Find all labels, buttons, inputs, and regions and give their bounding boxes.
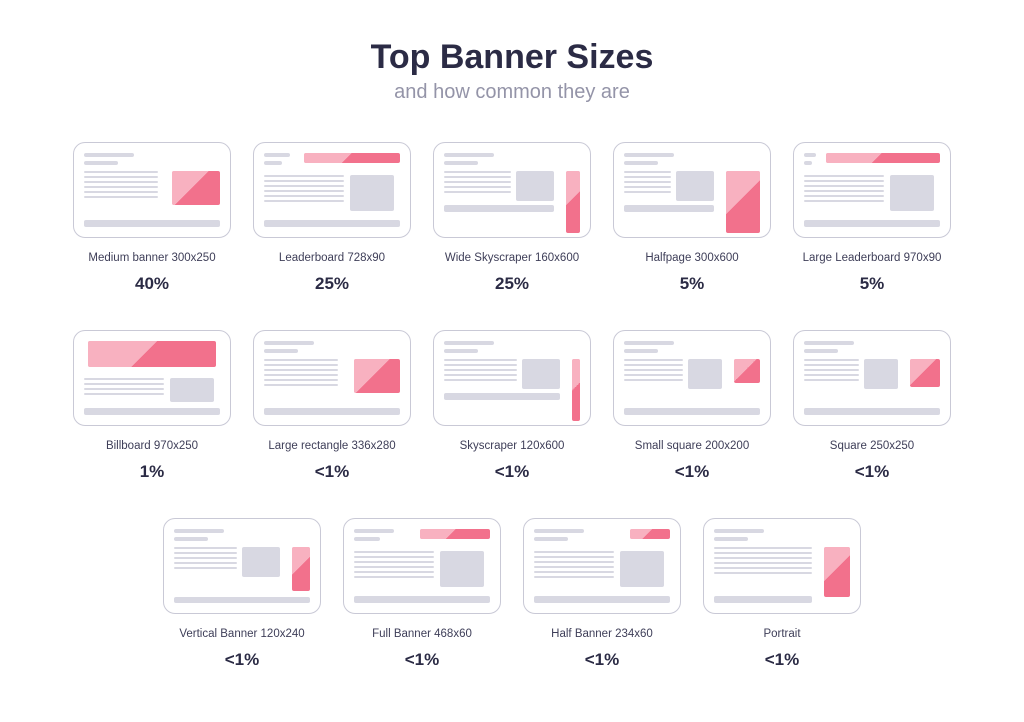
banner-preview [433,142,591,238]
banner-label: Halfpage 300x600 [645,252,738,264]
banner-shape [726,171,760,233]
banner-card: Leaderboard 728x90 25% [253,142,411,294]
banner-preview [613,142,771,238]
banner-label: Skyscraper 120x600 [460,440,565,452]
banner-preview [343,518,501,614]
banner-card: Large Leaderboard 970x90 5% [793,142,951,294]
banner-label: Wide Skyscraper 160x600 [445,252,579,264]
banner-percentage: 5% [860,274,885,294]
banner-preview [793,142,951,238]
banner-percentage: 40% [135,274,169,294]
banner-preview [703,518,861,614]
banner-card: Small square 200x200 <1% [613,330,771,482]
banner-shape [566,171,580,233]
banner-shape [824,547,850,597]
banner-shape [354,359,400,393]
banner-shape [630,529,670,539]
banner-label: Half Banner 234x60 [551,628,653,640]
infographic-container: Top Banner Sizes and how common they are… [0,0,1024,690]
banner-percentage: <1% [405,650,440,670]
banner-card: Skyscraper 120x600 <1% [433,330,591,482]
banner-card: Portrait <1% [703,518,861,670]
banner-percentage: 1% [140,462,165,482]
banner-percentage: <1% [585,650,620,670]
banner-shape [910,359,940,387]
banner-preview [523,518,681,614]
banner-label: Large Leaderboard 970x90 [803,252,942,264]
banner-label: Medium banner 300x250 [88,252,215,264]
banner-card: Large rectangle 336x280 <1% [253,330,411,482]
banner-percentage: 25% [495,274,529,294]
banner-shape [826,153,940,163]
banner-card: Vertical Banner 120x240 <1% [163,518,321,670]
banner-percentage: <1% [765,650,800,670]
page-subtitle: and how common they are [60,81,964,104]
banner-grid: Medium banner 300x250 40% Leaderboard 728x… [60,142,964,670]
banner-shape [172,171,220,205]
banner-preview [253,330,411,426]
banner-label: Leaderboard 728x90 [279,252,385,264]
banner-shape [88,341,216,367]
banner-shape [292,547,310,591]
banner-preview [613,330,771,426]
banner-preview [163,518,321,614]
banner-card: Full Banner 468x60 <1% [343,518,501,670]
banner-shape [420,529,490,539]
banner-percentage: 25% [315,274,349,294]
banner-preview [253,142,411,238]
banner-card: Half Banner 234x60 <1% [523,518,681,670]
banner-percentage: <1% [225,650,260,670]
banner-label: Large rectangle 336x280 [268,440,395,452]
banner-shape [572,359,580,421]
banner-label: Full Banner 468x60 [372,628,472,640]
banner-card: Square 250x250 <1% [793,330,951,482]
banner-percentage: 5% [680,274,705,294]
banner-card: Medium banner 300x250 40% [73,142,231,294]
banner-preview [73,142,231,238]
banner-card: Halfpage 300x600 5% [613,142,771,294]
banner-preview [433,330,591,426]
banner-preview [73,330,231,426]
banner-percentage: <1% [855,462,890,482]
banner-percentage: <1% [315,462,350,482]
banner-label: Vertical Banner 120x240 [179,628,304,640]
banner-label: Billboard 970x250 [106,440,198,452]
banner-label: Portrait [763,628,800,640]
banner-percentage: <1% [495,462,530,482]
banner-preview [793,330,951,426]
page-title: Top Banner Sizes [60,38,964,77]
banner-label: Small square 200x200 [635,440,749,452]
banner-label: Square 250x250 [830,440,914,452]
banner-shape [734,359,760,383]
banner-card: Wide Skyscraper 160x600 25% [433,142,591,294]
banner-shape [304,153,400,163]
banner-percentage: <1% [675,462,710,482]
banner-card: Billboard 970x250 1% [73,330,231,482]
